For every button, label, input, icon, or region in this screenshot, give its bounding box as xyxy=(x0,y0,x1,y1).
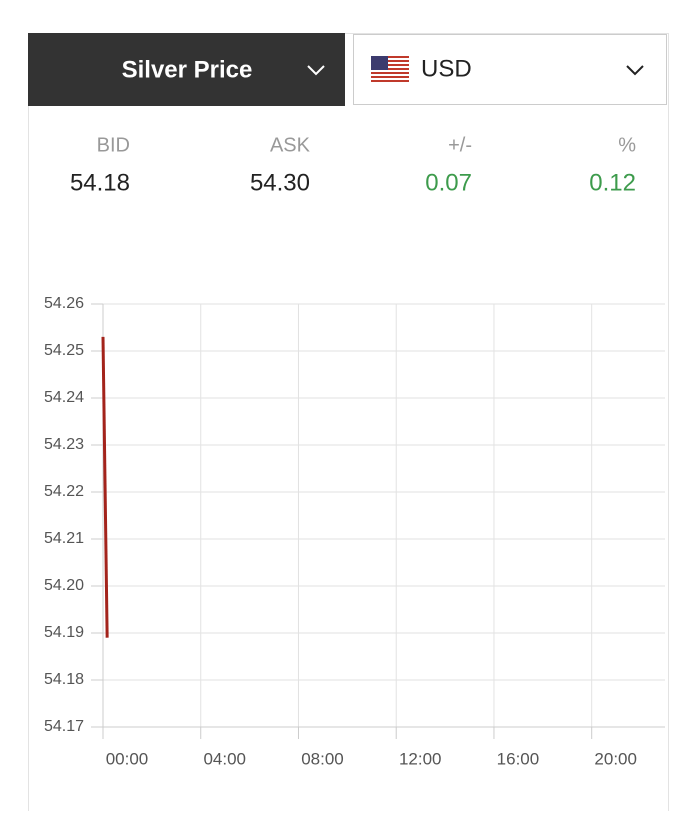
x-tick-label: 20:00 xyxy=(594,749,637,768)
price-line xyxy=(101,336,109,638)
y-tick-label: 54.22 xyxy=(44,483,84,500)
quote-header: % xyxy=(618,134,636,156)
y-tick-label: 54.24 xyxy=(44,389,84,406)
quote-header: +/- xyxy=(448,134,472,156)
chevron xyxy=(626,65,644,76)
y-tick-label: 54.20 xyxy=(44,577,84,594)
y-tick-label: 54.25 xyxy=(44,342,84,359)
chevron xyxy=(307,65,325,76)
quote-value: 0.07 xyxy=(425,169,472,196)
metal-label: Silver Price xyxy=(122,56,253,83)
y-tick-label: 54.17 xyxy=(44,718,84,735)
x-tick-label: 08:00 xyxy=(301,749,344,768)
quote-value: 54.18 xyxy=(70,169,130,196)
metal-dropdown[interactable] xyxy=(28,33,345,106)
x-tick-label: 00:00 xyxy=(106,749,149,768)
x-tick-label: 12:00 xyxy=(399,749,442,768)
us-flag xyxy=(371,56,409,82)
y-tick-label: 54.18 xyxy=(44,671,84,688)
quote-header: BID xyxy=(97,134,130,156)
y-tick-label: 54.21 xyxy=(44,530,84,547)
y-tick-label: 54.19 xyxy=(44,624,84,641)
quote-header: ASK xyxy=(270,134,311,156)
x-tick-label: 16:00 xyxy=(497,749,540,768)
widget-frame xyxy=(28,33,669,816)
quote-value: 0.12 xyxy=(589,169,636,196)
y-tick-label: 54.23 xyxy=(44,436,84,453)
x-tick-label: 04:00 xyxy=(203,749,246,768)
quote-value: 54.30 xyxy=(250,169,310,196)
currency-label: USD xyxy=(421,55,472,82)
y-tick-label: 54.26 xyxy=(44,295,84,312)
